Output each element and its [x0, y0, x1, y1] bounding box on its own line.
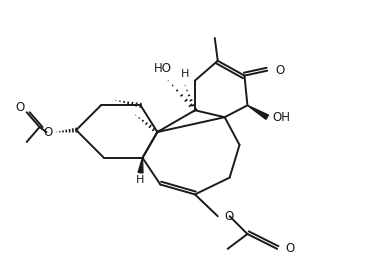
Text: O: O	[275, 64, 285, 77]
Text: O: O	[285, 242, 294, 255]
Text: O: O	[15, 101, 24, 114]
Text: H: H	[136, 175, 145, 185]
Text: H: H	[181, 69, 189, 79]
Text: OH: OH	[272, 111, 290, 124]
Polygon shape	[247, 105, 268, 119]
Text: O: O	[44, 126, 53, 139]
Text: HO: HO	[154, 62, 172, 75]
Polygon shape	[138, 158, 143, 173]
Text: O: O	[225, 210, 234, 223]
